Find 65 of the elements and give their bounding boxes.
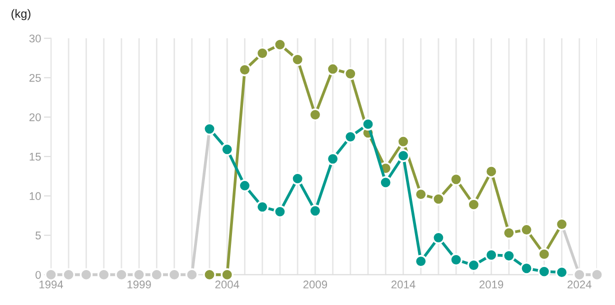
point xyxy=(274,38,286,51)
point xyxy=(344,67,357,80)
point xyxy=(238,63,252,76)
x-tick-label: 2004 xyxy=(215,280,240,288)
point xyxy=(538,265,551,278)
point xyxy=(291,53,304,66)
point xyxy=(450,253,462,266)
x-tick-label: 1994 xyxy=(39,280,64,288)
point xyxy=(308,204,322,218)
point xyxy=(256,46,269,60)
point xyxy=(590,268,604,282)
point xyxy=(414,188,428,201)
y-tick-label: 25 xyxy=(29,74,41,82)
point xyxy=(344,130,357,144)
point xyxy=(572,268,586,282)
point xyxy=(132,268,146,282)
point xyxy=(220,143,234,156)
point xyxy=(467,258,480,272)
point xyxy=(484,248,498,262)
point xyxy=(220,268,234,282)
point xyxy=(274,205,286,218)
y-tick-label: 30 xyxy=(29,34,41,42)
point xyxy=(379,176,392,189)
y-tick-label: 10 xyxy=(30,192,41,200)
x-tick-label: 1999 xyxy=(128,280,151,288)
point xyxy=(238,179,252,192)
point xyxy=(484,165,498,178)
point xyxy=(396,135,410,148)
point xyxy=(115,268,128,282)
point xyxy=(97,268,110,282)
point xyxy=(326,152,340,166)
point xyxy=(520,223,533,236)
y-tick-label: 0 xyxy=(36,270,41,279)
point xyxy=(203,122,216,136)
point xyxy=(502,249,516,262)
point xyxy=(450,172,462,186)
x-tick-label: 2024 xyxy=(568,280,592,288)
point xyxy=(80,268,93,282)
x-tick-label: 2019 xyxy=(480,280,504,288)
point xyxy=(396,149,410,162)
point xyxy=(538,248,551,261)
point xyxy=(308,108,322,122)
x-tick-label: 2014 xyxy=(391,280,416,288)
point xyxy=(62,268,76,282)
point xyxy=(414,254,428,268)
point xyxy=(520,262,533,275)
point xyxy=(502,226,516,240)
point xyxy=(432,231,445,244)
y-tick-label: 15 xyxy=(30,152,41,161)
point xyxy=(467,198,480,211)
point xyxy=(186,268,198,282)
point xyxy=(256,200,269,214)
point xyxy=(203,268,216,282)
point xyxy=(168,268,181,282)
x-tick-label: 2009 xyxy=(303,280,328,288)
point xyxy=(326,62,340,76)
point xyxy=(555,218,568,231)
y-tick-label: 20 xyxy=(29,113,41,122)
point xyxy=(432,192,445,206)
point xyxy=(291,172,304,185)
point xyxy=(150,268,164,282)
y-tick-label: 5 xyxy=(36,232,41,240)
point xyxy=(362,118,374,131)
y-axis-title: (kg) xyxy=(12,9,30,20)
point xyxy=(555,266,568,279)
